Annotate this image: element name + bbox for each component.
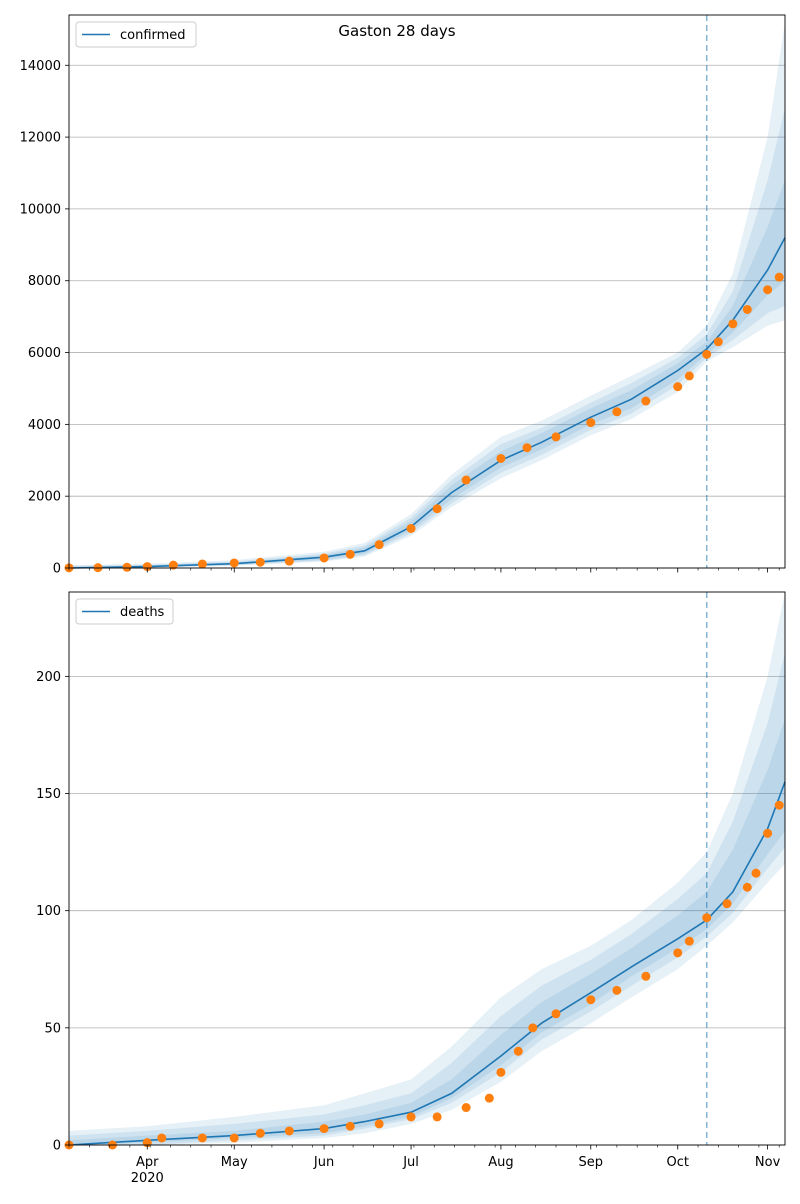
confirmed-observed-point bbox=[142, 562, 152, 572]
deaths-band-1 bbox=[69, 592, 785, 1145]
confirmed-observed-point bbox=[122, 562, 132, 572]
deaths-legend[interactable]: deaths bbox=[75, 598, 174, 625]
deaths-observed-point bbox=[319, 1124, 329, 1134]
deaths-model-curve bbox=[68, 781, 786, 1146]
deaths-observed-point bbox=[374, 1119, 384, 1129]
confirmed-observed-point bbox=[684, 371, 694, 381]
deaths-observed-point bbox=[157, 1133, 167, 1143]
confirmed-observed-point bbox=[168, 560, 178, 570]
deaths-observed-point bbox=[284, 1126, 294, 1136]
deaths-observed-point bbox=[496, 1067, 506, 1077]
deaths-ytick-label: 200 bbox=[36, 670, 61, 685]
confirmed-legend-label: confirmed bbox=[120, 28, 186, 43]
deaths-observed-point bbox=[406, 1112, 416, 1122]
confirmed-observed-point bbox=[713, 337, 723, 347]
deaths-observed-point bbox=[197, 1133, 207, 1143]
confirmed-observed-point bbox=[774, 272, 784, 282]
deaths-observed-point bbox=[513, 1046, 523, 1056]
xtick-label: Apr bbox=[136, 1155, 159, 1170]
deaths-observed-point bbox=[774, 800, 784, 810]
confirmed-ytick-label: 12000 bbox=[20, 131, 61, 146]
confirmed-axes: 0 2000 4000 6000 8000 10000 12000 14000 bbox=[20, 14, 786, 577]
confirmed-observed-point bbox=[641, 396, 651, 406]
deaths-observed-point bbox=[702, 913, 712, 923]
xtick-label: Nov bbox=[755, 1155, 781, 1170]
confirmed-observed-points bbox=[64, 272, 784, 573]
deaths-observed-point bbox=[751, 868, 761, 878]
confirmed-observed-point bbox=[345, 549, 355, 559]
deaths-legend-label: deaths bbox=[120, 605, 165, 620]
confirmed-observed-point bbox=[197, 559, 207, 569]
deaths-ytick-label: 50 bbox=[44, 1021, 61, 1036]
deaths-model-line bbox=[68, 781, 786, 1146]
confirmed-observed-point bbox=[319, 553, 329, 563]
confirmed-ytick-label: 8000 bbox=[28, 274, 61, 289]
deaths-observed-point bbox=[345, 1121, 355, 1131]
deaths-observed-point bbox=[484, 1093, 494, 1103]
confirmed-legend-box bbox=[75, 21, 197, 48]
deaths-observed-point bbox=[673, 948, 683, 958]
confirmed-observed-point bbox=[406, 524, 416, 533]
confirmed-ytick-label: 14000 bbox=[20, 59, 61, 74]
xtick-label: Oct bbox=[667, 1155, 689, 1170]
confirmed-observed-point bbox=[673, 382, 683, 392]
deaths-observed-point bbox=[722, 899, 732, 909]
xtick-label: Aug bbox=[488, 1155, 513, 1170]
deaths-axes-frame bbox=[68, 591, 786, 1146]
confirmed-model-curve bbox=[68, 237, 786, 569]
deaths-observed-point bbox=[255, 1128, 265, 1138]
deaths-observed-point bbox=[461, 1103, 471, 1113]
confirmed-ytick-label: 6000 bbox=[28, 346, 61, 361]
confirmed-observed-point bbox=[432, 504, 442, 514]
confirmed-legend[interactable]: confirmed bbox=[75, 21, 197, 48]
confirmed-observed-point bbox=[496, 453, 506, 463]
deaths-observed-point bbox=[586, 995, 596, 1005]
xtick-label: Jun bbox=[313, 1155, 334, 1170]
deaths-observed-point bbox=[612, 985, 622, 995]
deaths-ytick-label: 150 bbox=[36, 787, 61, 802]
confirmed-ytick-label: 0 bbox=[53, 562, 61, 577]
confirmed-observed-point bbox=[229, 558, 239, 568]
xtick-label: Jul bbox=[402, 1155, 419, 1170]
confirmed-ytick-label: 4000 bbox=[28, 418, 61, 433]
xtick-label: Sep bbox=[579, 1155, 604, 1170]
deaths-observed-point bbox=[763, 828, 773, 838]
confirmed-observed-point bbox=[522, 443, 532, 453]
chart-title: Gaston 28 days bbox=[338, 22, 455, 40]
confirmed-observed-point bbox=[284, 556, 294, 566]
deaths-bands bbox=[69, 592, 785, 1145]
confirmed-observed-point bbox=[763, 285, 773, 295]
confirmed-observed-point bbox=[586, 418, 596, 428]
deaths-observed-point bbox=[641, 971, 651, 981]
confirmed-model-line bbox=[68, 237, 786, 569]
confirmed-observed-point bbox=[742, 304, 752, 314]
deaths-ytick-label: 0 bbox=[53, 1139, 61, 1154]
confirmed-observed-point bbox=[255, 557, 265, 567]
confirmed-observed-point bbox=[702, 349, 712, 359]
confirmed-observed-point bbox=[551, 432, 561, 442]
deaths-observed-point bbox=[684, 936, 694, 946]
confirmed-ytick-label: 2000 bbox=[28, 490, 61, 505]
confirmed-axes-frame bbox=[68, 14, 786, 569]
deaths-ytick-label: 100 bbox=[36, 904, 61, 919]
xtick-year-label: 2020 bbox=[131, 1171, 164, 1186]
confirmed-observed-point bbox=[612, 407, 622, 417]
confirmed-observed-point bbox=[728, 319, 738, 329]
confirmed-observed-point bbox=[461, 475, 471, 485]
deaths-observed-point bbox=[229, 1133, 239, 1143]
deaths-legend-box bbox=[75, 598, 174, 625]
confirmed-ytick-label: 10000 bbox=[20, 202, 61, 217]
deaths-observed-point bbox=[551, 1009, 561, 1019]
xtick-label: May bbox=[221, 1155, 248, 1170]
deaths-observed-point bbox=[528, 1023, 538, 1033]
deaths-observed-point bbox=[432, 1112, 442, 1122]
confirmed-panel: 0 2000 4000 6000 8000 10000 12000 14000 confirm… bbox=[20, 14, 786, 577]
deaths-observed-point bbox=[742, 882, 752, 892]
confirmed-observed-point bbox=[374, 540, 384, 550]
